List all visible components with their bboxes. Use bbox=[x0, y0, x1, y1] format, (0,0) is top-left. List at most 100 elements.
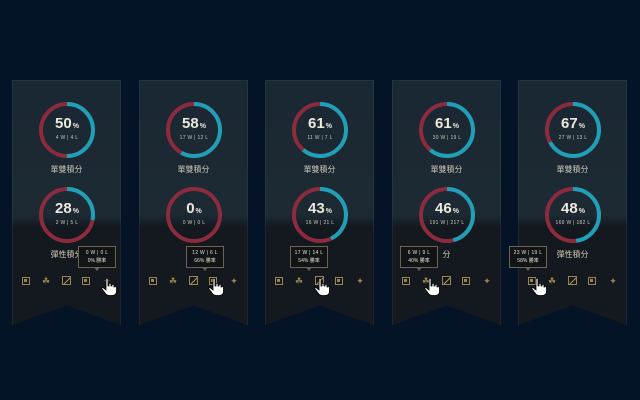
tooltip-record: 23 W | 19 L bbox=[513, 250, 543, 256]
tooltip-winrate: 40% 勝率 bbox=[408, 258, 430, 264]
winrate-percent: 43% bbox=[290, 201, 350, 220]
percent-sign: % bbox=[325, 123, 332, 130]
percent-sign: % bbox=[578, 123, 585, 130]
loss-arc bbox=[292, 187, 348, 243]
pager-dot[interactable] bbox=[317, 318, 322, 323]
square-rank-icon[interactable] bbox=[402, 277, 410, 285]
flame-icon[interactable]: ☘ bbox=[168, 276, 178, 286]
win-arc bbox=[39, 102, 95, 158]
solo-duo-label: 單雙積分 bbox=[556, 165, 589, 174]
slash-icon[interactable] bbox=[442, 276, 451, 285]
flex-ring: 43% 16 W | 21 L bbox=[290, 185, 350, 245]
loss-arc bbox=[292, 102, 348, 158]
win-arc bbox=[166, 102, 222, 158]
square-rank-icon[interactable] bbox=[462, 277, 470, 285]
pager-dot[interactable] bbox=[570, 318, 575, 323]
winrate-percent: 28% bbox=[37, 201, 97, 220]
square-rank-icon[interactable] bbox=[149, 277, 157, 285]
winrate-tooltip: 23 W | 19 L 58% 勝率 bbox=[509, 246, 547, 271]
loss-arc bbox=[545, 102, 601, 158]
square-rank-icon[interactable] bbox=[82, 277, 90, 285]
pager-dot[interactable] bbox=[64, 318, 69, 323]
square-rank-icon[interactable] bbox=[588, 277, 596, 285]
pager-dot[interactable] bbox=[191, 318, 196, 323]
loss-arc bbox=[39, 187, 95, 243]
win-loss-record: 2 W | 5 L bbox=[55, 220, 79, 226]
percent-sign: % bbox=[452, 208, 459, 215]
role-icon-row: ☘✦ bbox=[149, 276, 238, 288]
winrate-value: 67 bbox=[561, 115, 578, 132]
winrate-ring bbox=[292, 187, 348, 243]
winrate-value: 50 bbox=[55, 115, 72, 132]
flex-ring: 46% 191 W | 217 L bbox=[417, 185, 477, 245]
solo-duo-ring: 58% 17 W | 12 L bbox=[164, 100, 224, 160]
winrate-ring bbox=[292, 102, 348, 158]
pager-dot[interactable] bbox=[73, 318, 78, 323]
winged-emblem-icon[interactable]: ✦ bbox=[483, 276, 491, 286]
flame-icon[interactable]: ☘ bbox=[294, 276, 304, 286]
pager-dot[interactable] bbox=[435, 318, 440, 323]
loss-arc bbox=[419, 102, 475, 158]
winrate-value: 0 bbox=[186, 200, 195, 217]
win-arc bbox=[545, 102, 601, 158]
percent-sign: % bbox=[72, 123, 79, 130]
win-loss-record: 17 W | 12 L bbox=[179, 135, 209, 141]
pager-dot[interactable] bbox=[561, 318, 566, 323]
winged-emblem-icon[interactable]: ✦ bbox=[230, 276, 238, 286]
winrate-ring bbox=[419, 187, 475, 243]
loss-arc bbox=[166, 102, 222, 158]
winrate-value: 58 bbox=[182, 115, 199, 132]
square-rank-icon[interactable] bbox=[275, 277, 283, 285]
pager-dot[interactable] bbox=[326, 318, 331, 323]
pager-dot[interactable] bbox=[55, 318, 60, 323]
pager-dot[interactable] bbox=[444, 318, 449, 323]
solo-duo-ring: 50% 4 W | 4 L bbox=[37, 100, 97, 160]
winrate-value: 43 bbox=[308, 200, 325, 217]
winrate-percent: 48% bbox=[543, 201, 603, 220]
solo-duo-label: 單雙積分 bbox=[177, 165, 210, 174]
square-rank-icon[interactable] bbox=[22, 277, 30, 285]
solo-duo-ring: 67% 27 W | 13 L bbox=[543, 100, 603, 160]
winrate-ring bbox=[545, 102, 601, 158]
winrate-tooltip: 0 W | 0 L 0% 勝率 bbox=[78, 246, 116, 271]
solo-duo-label: 單雙積分 bbox=[303, 165, 336, 174]
hand-pointer-icon bbox=[101, 278, 117, 296]
pager-dot[interactable] bbox=[579, 318, 584, 323]
winged-emblem-icon[interactable]: ✦ bbox=[609, 276, 617, 286]
solo-duo-label: 單雙積分 bbox=[50, 165, 83, 174]
win-loss-record: 191 W | 217 L bbox=[429, 220, 465, 226]
pager-dot[interactable] bbox=[453, 318, 458, 323]
slash-icon[interactable] bbox=[568, 276, 577, 285]
square-rank-icon[interactable] bbox=[335, 277, 343, 285]
win-loss-record: 169 W | 182 L bbox=[555, 220, 591, 226]
winrate-percent: 46% bbox=[417, 201, 477, 220]
winged-emblem-icon[interactable]: ✦ bbox=[356, 276, 364, 286]
winrate-percent: 67% bbox=[543, 116, 603, 135]
flame-icon[interactable]: ☘ bbox=[547, 276, 557, 286]
winrate-percent: 0% bbox=[164, 201, 224, 220]
win-loss-record: 16 W | 21 L bbox=[305, 220, 335, 226]
pager-dot[interactable] bbox=[200, 318, 205, 323]
winrate-percent: 61% bbox=[417, 116, 477, 135]
win-loss-record: 0 W | 0 L bbox=[182, 220, 206, 226]
tooltip-winrate: 54% 勝率 bbox=[298, 258, 320, 264]
slash-icon[interactable] bbox=[62, 276, 71, 285]
hand-pointer-icon bbox=[208, 278, 224, 296]
percent-sign: % bbox=[325, 208, 332, 215]
tooltip-record: 6 W | 9 L bbox=[407, 250, 431, 256]
winrate-value: 61 bbox=[308, 115, 325, 132]
flame-icon[interactable]: ☘ bbox=[41, 276, 51, 286]
flex-ring: 28% 2 W | 5 L bbox=[37, 185, 97, 245]
pager-dots bbox=[265, 310, 374, 325]
winrate-ring bbox=[545, 187, 601, 243]
tooltip-record: 17 W | 14 L bbox=[294, 250, 324, 256]
tooltip-record: 12 W | 6 L bbox=[192, 250, 218, 256]
win-arc bbox=[419, 187, 475, 243]
pager-dot[interactable] bbox=[308, 318, 313, 323]
loss-arc bbox=[545, 187, 601, 243]
slash-icon[interactable] bbox=[189, 276, 198, 285]
pager-dot[interactable] bbox=[182, 318, 187, 323]
winrate-tooltip: 12 W | 6 L 66% 勝率 bbox=[186, 246, 224, 271]
tooltip-winrate: 66% 勝率 bbox=[194, 258, 216, 264]
